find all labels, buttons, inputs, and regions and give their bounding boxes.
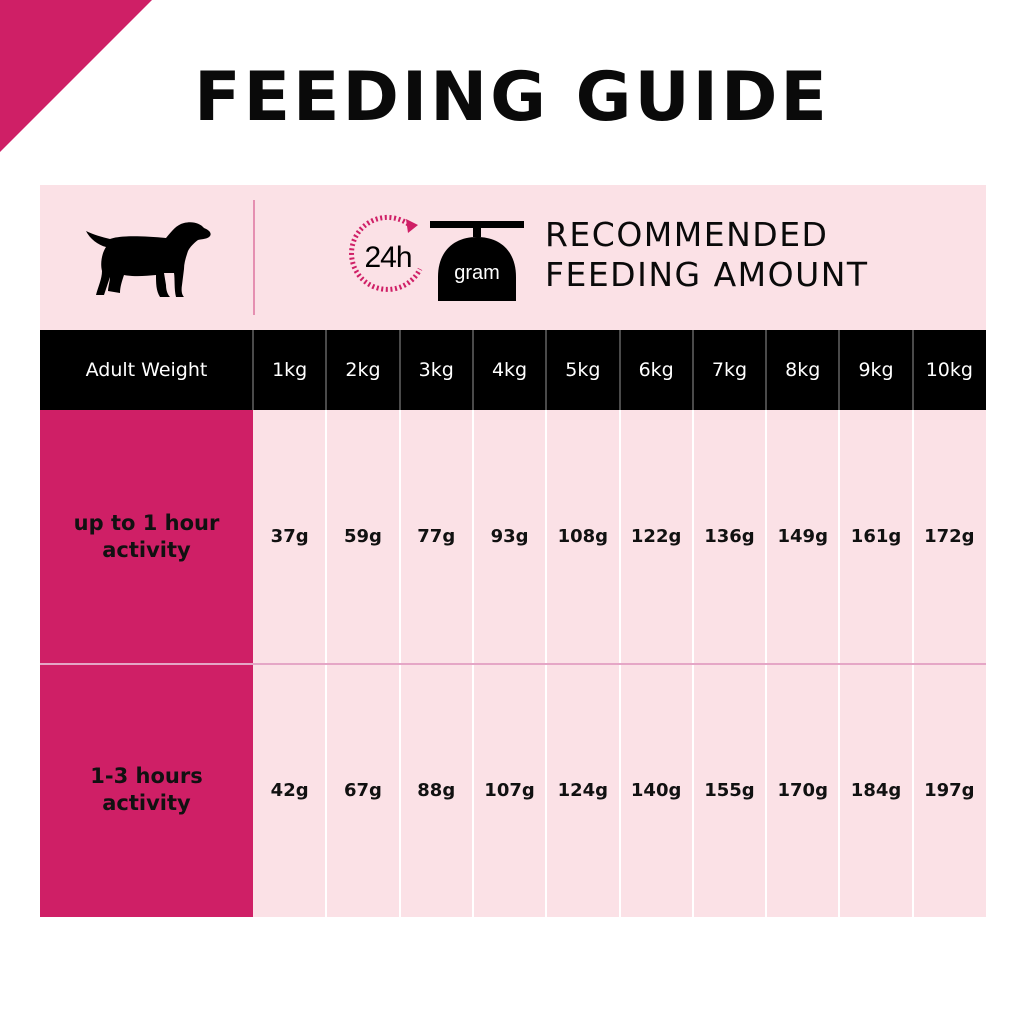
column-header: 3kg xyxy=(418,359,454,381)
table-cell: 77g xyxy=(417,526,456,548)
svg-text:gram: gram xyxy=(454,262,500,284)
header-divider xyxy=(253,200,255,315)
header-column-separator xyxy=(252,330,254,410)
header-column-separator xyxy=(691,330,694,410)
table-cell: 37g xyxy=(270,526,309,548)
table-cell: 136g xyxy=(704,526,755,548)
table-cell: 59g xyxy=(343,526,382,548)
column-header: 5kg xyxy=(565,359,601,381)
table-cell: 155g xyxy=(704,779,755,801)
table-cell: 172g xyxy=(924,526,975,548)
table-cell: 184g xyxy=(850,779,902,801)
header-column-separator xyxy=(325,330,328,410)
row-label-line-1: up to 1 hour xyxy=(73,510,220,535)
table-cell: 88g xyxy=(417,779,456,801)
recommended-line-1: RECOMMENDED xyxy=(545,215,829,254)
table-cell: 149g xyxy=(777,526,828,548)
svg-text:24h: 24h xyxy=(364,241,411,274)
column-header: 9kg xyxy=(858,359,894,381)
column-header: 6kg xyxy=(638,359,674,381)
table-header-row xyxy=(40,330,986,410)
header-column-separator xyxy=(765,330,768,410)
header-column-separator xyxy=(545,330,548,410)
column-header: 1kg xyxy=(272,359,308,381)
recommended-line-2: FEEDING AMOUNT xyxy=(545,255,869,294)
table-cell: 93g xyxy=(490,526,529,548)
row-label: 1-3 hours activity xyxy=(40,663,253,917)
row-label-line-1: 1-3 hours xyxy=(90,764,203,789)
header-band: 24h gram RECOMMENDED FEEDING AMOUNT xyxy=(40,185,986,330)
row-label-line-2: activity xyxy=(102,791,191,816)
table-cell: 122g xyxy=(630,526,682,548)
page-title: FEEDING GUIDE xyxy=(194,58,830,137)
recommended-feeding-title: RECOMMENDED FEEDING AMOUNT xyxy=(545,215,869,295)
table-cell: 108g xyxy=(557,526,609,548)
row-label-line-2: activity xyxy=(102,537,191,562)
table-cell: 42g xyxy=(270,779,309,801)
table-cell: 124g xyxy=(557,779,609,801)
column-header: 7kg xyxy=(711,359,748,381)
header-column-separator xyxy=(618,330,621,410)
table-cell: 170g xyxy=(777,779,828,801)
column-header: 10kg xyxy=(925,359,973,381)
scale-icon: gram xyxy=(430,221,524,301)
row-header-label: Adult Weight xyxy=(85,359,208,381)
column-header: 2kg xyxy=(345,359,381,381)
feeding-table: Adult Weight 1kg 2kg 3kg 4kg 5kg 6kg 7kg 8kg 9kg 1… xyxy=(40,330,986,917)
table-cell: 140g xyxy=(630,779,682,801)
table-cell: 107g xyxy=(484,779,535,801)
puppy-silhouette-icon xyxy=(86,222,211,297)
row-label: up to 1 hour activity xyxy=(40,410,253,664)
column-header: 8kg xyxy=(785,359,821,381)
header-column-separator xyxy=(838,330,841,410)
row-separator xyxy=(40,662,986,665)
table-cell: 161g xyxy=(850,526,902,548)
table-cell: 197g xyxy=(924,779,975,801)
table-cell: 67g xyxy=(343,779,382,801)
header-column-separator xyxy=(471,330,474,410)
header-column-separator xyxy=(911,330,914,410)
header-column-separator xyxy=(398,330,401,410)
column-header: 4kg xyxy=(491,359,528,381)
24h-clock-icon: 24h xyxy=(349,214,423,292)
